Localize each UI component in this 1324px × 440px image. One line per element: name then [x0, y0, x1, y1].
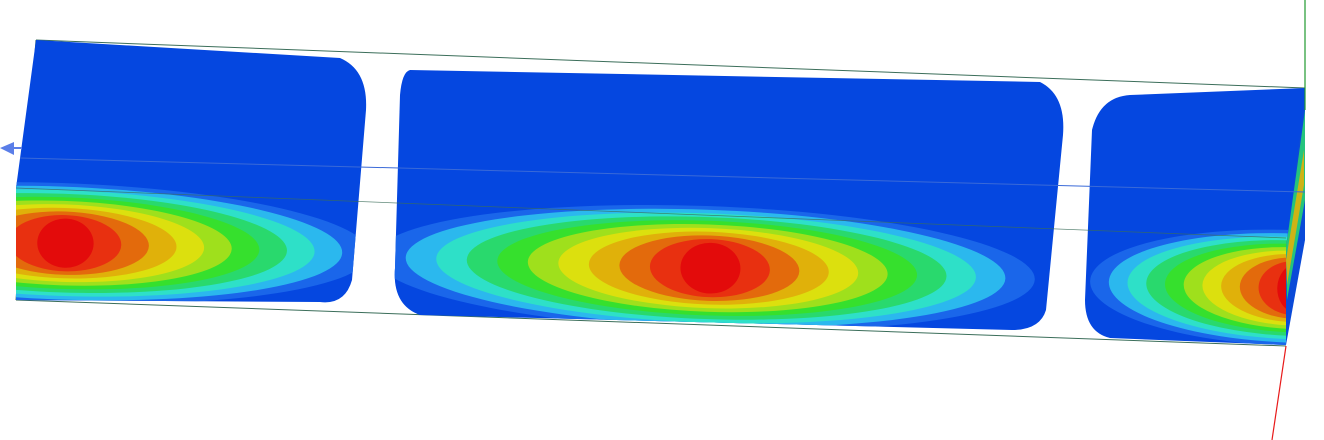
frame-top-edge — [35, 39, 1306, 89]
frame-bottom-edge — [15, 299, 1287, 347]
section-line-upper — [15, 187, 1287, 239]
end-face-contour-hot — [1286, 150, 1304, 285]
section-line-mid — [19, 157, 1306, 193]
contour-band — [37, 218, 94, 268]
triad-arrow-icon — [0, 142, 22, 155]
contour-segment-middle — [394, 70, 1064, 330]
axis-x-line — [1271, 345, 1287, 440]
contour-segment-left — [16, 40, 367, 303]
contour-band — [680, 242, 741, 294]
